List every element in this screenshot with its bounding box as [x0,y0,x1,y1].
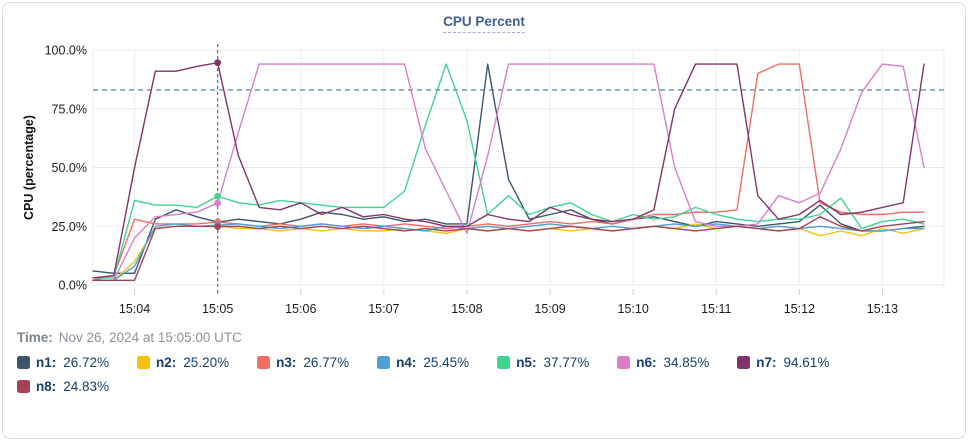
legend-series-value: 24.83% [63,379,110,394]
series-line-n7 [92,62,925,279]
legend-series-value: 34.85% [663,355,710,370]
y-tick-label: 100.0% [45,44,87,58]
legend-swatch [17,380,30,393]
legend-swatch [257,356,271,369]
legend-series-name: n4: [396,355,417,370]
crosshair-dot-n7 [214,59,222,67]
legend-swatch [17,356,30,369]
chart-title[interactable]: CPU Percent [443,14,525,33]
crosshair-dot-n8 [214,223,222,231]
x-tick-label: 15:06 [285,302,316,316]
legend-series-value: 26.72% [63,355,110,370]
legend-item-n3[interactable]: n3: 26.77% [257,355,349,370]
legend-item-n8[interactable]: n8: 24.83% [17,379,109,394]
x-tick-label: 15:11 [701,302,731,316]
legend-series-value: 37.77% [543,355,590,370]
x-tick-label: 15:08 [451,302,482,316]
legend-swatch [617,356,631,369]
chart-header: CPU Percent [3,3,965,38]
legend-swatch [737,356,751,369]
series-line-n5 [92,63,925,279]
x-tick-label: 15:09 [534,302,565,316]
crosshair-dot-n5 [214,192,222,200]
legend-swatch [377,356,391,369]
legend: n1: 26.72% n2: 25.20% n3: 26.77% n4: 25.… [17,355,951,394]
y-tick-label: 0.0% [59,279,88,293]
legend-series-name: n3: [276,355,297,370]
series-line-n6 [92,63,925,282]
legend-series-name: n8: [36,379,57,394]
crosshair-dot-n6 [214,199,222,207]
legend-row-2: n8: 24.83% [17,379,951,394]
legend-series-value: 25.20% [183,355,230,370]
legend-series-name: n7: [756,355,777,370]
legend-series-name: n2: [156,355,177,370]
legend-item-n4[interactable]: n4: 25.45% [377,355,469,370]
legend-item-n2[interactable]: n2: 25.20% [137,355,229,370]
x-tick-label: 15:12 [784,302,815,316]
y-tick-label: 75.0% [52,102,87,116]
legend-series-name: n5: [516,355,537,370]
series-line-n8 [92,216,925,282]
legend-item-n6[interactable]: n6: 34.85% [617,355,709,370]
crosshair-time-row: Time: Nov 26, 2024 at 15:05:00 UTC [17,330,965,345]
legend-series-value: 94.61% [783,355,830,370]
time-value: Nov 26, 2024 at 15:05:00 UTC [58,330,242,345]
series-line-n1 [92,63,925,275]
legend-row-1: n1: 26.72% n2: 25.20% n3: 26.77% n4: 25.… [17,355,951,370]
time-label: Time: [17,330,53,345]
y-tick-label: 50.0% [52,161,87,175]
x-tick-label: 15:07 [368,302,399,316]
x-tick-label: 15:10 [618,302,649,316]
legend-item-n7[interactable]: n7: 94.61% [737,355,829,370]
x-tick-label: 15:13 [867,302,898,316]
y-tick-label: 25.0% [52,220,87,234]
legend-swatch [497,356,511,369]
cpu-line-chart[interactable]: 0.0% 25.0% 50.0% 75.0% 100.0% 15:04 15:05 15:06… [3,40,966,324]
legend-series-name: n1: [36,355,57,370]
x-tick-label: 15:04 [119,302,150,316]
series-line-n3 [92,63,925,282]
y-axis-title: CPU (percentage) [22,115,36,220]
legend-series-name: n6: [636,355,657,370]
legend-item-n1[interactable]: n1: 26.72% [17,355,109,370]
legend-swatch [137,356,151,369]
x-tick-label: 15:05 [202,302,233,316]
legend-item-n5[interactable]: n5: 37.77% [497,355,589,370]
legend-series-value: 26.77% [303,355,350,370]
legend-series-value: 25.45% [423,355,470,370]
